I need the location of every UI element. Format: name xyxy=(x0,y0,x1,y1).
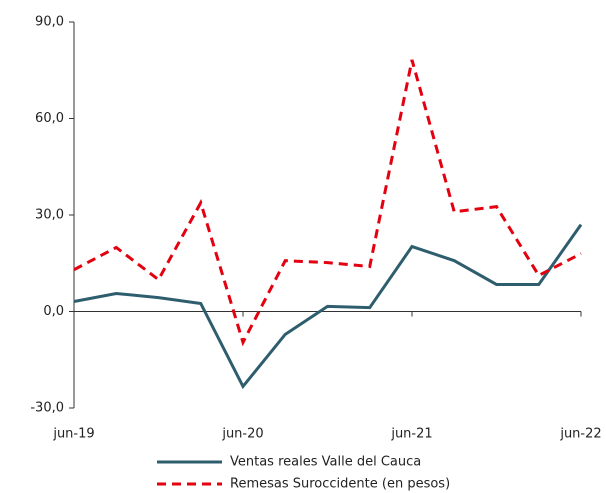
x-tick-label: jun-21 xyxy=(390,427,432,442)
legend-label: Remesas Suroccidente (en pesos) xyxy=(230,477,450,492)
x-tick-label: jun-19 xyxy=(52,427,94,442)
series-line xyxy=(73,223,583,390)
series-line xyxy=(73,59,582,347)
legend-label: Ventas reales Valle del Cauca xyxy=(230,455,421,470)
y-tick-label: -30,0 xyxy=(30,401,64,416)
y-tick-label: 90,0 xyxy=(35,15,64,30)
x-tick-label: jun-22 xyxy=(559,427,601,442)
x-tick-label: jun-20 xyxy=(221,427,263,442)
y-tick-label: 60,0 xyxy=(35,111,64,126)
y-tick-label: 30,0 xyxy=(35,208,64,223)
y-tick-label: 0,0 xyxy=(43,304,64,319)
